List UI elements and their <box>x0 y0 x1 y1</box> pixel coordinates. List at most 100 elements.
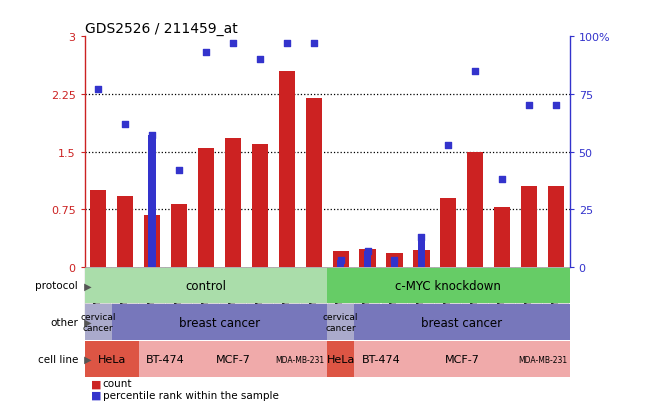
Bar <box>337 260 344 267</box>
Bar <box>327 268 570 303</box>
Point <box>470 69 480 75</box>
Text: ■: ■ <box>91 378 105 388</box>
Point <box>93 87 104 93</box>
Bar <box>327 342 354 377</box>
Bar <box>364 251 371 267</box>
FancyBboxPatch shape <box>112 268 138 326</box>
Point <box>363 248 373 254</box>
Bar <box>139 342 193 377</box>
Bar <box>279 72 295 267</box>
Text: ■: ■ <box>91 390 105 400</box>
FancyBboxPatch shape <box>327 268 353 326</box>
Text: cervical
cancer: cervical cancer <box>80 313 116 332</box>
Text: GSM136087: GSM136087 <box>255 270 264 316</box>
Bar <box>548 187 564 267</box>
Text: MCF-7: MCF-7 <box>215 354 250 364</box>
Text: GSM136084: GSM136084 <box>444 270 453 316</box>
FancyBboxPatch shape <box>220 268 246 326</box>
Text: HeLa: HeLa <box>326 354 355 364</box>
Bar <box>117 197 133 267</box>
Bar <box>354 305 570 340</box>
Point <box>335 257 346 263</box>
Text: GSM136098: GSM136098 <box>363 270 372 316</box>
Point <box>146 133 157 139</box>
Bar <box>198 148 214 267</box>
FancyBboxPatch shape <box>436 268 462 326</box>
Text: other: other <box>50 318 78 328</box>
Point <box>281 41 292 47</box>
Bar <box>327 305 354 340</box>
Text: GDS2526 / 211459_at: GDS2526 / 211459_at <box>85 22 238 36</box>
Bar <box>85 268 327 303</box>
Text: GSM136083: GSM136083 <box>201 270 210 316</box>
Text: ▶: ▶ <box>81 354 92 364</box>
Bar <box>408 342 516 377</box>
FancyBboxPatch shape <box>408 268 434 326</box>
Text: GSM136081: GSM136081 <box>174 270 184 316</box>
FancyBboxPatch shape <box>247 268 273 326</box>
Bar <box>171 204 187 267</box>
Text: GSM136085: GSM136085 <box>229 270 238 316</box>
Point <box>120 121 130 128</box>
Bar <box>516 342 570 377</box>
Text: GSM136089: GSM136089 <box>283 270 291 316</box>
Bar <box>225 138 241 267</box>
Bar <box>148 136 156 267</box>
Bar <box>359 249 376 267</box>
Text: GSM136096: GSM136096 <box>336 270 345 316</box>
Text: GSM136090: GSM136090 <box>525 270 534 316</box>
Text: GSM136091: GSM136091 <box>309 270 318 316</box>
Point <box>174 167 184 174</box>
Text: GSM136079: GSM136079 <box>148 270 156 316</box>
Bar <box>252 145 268 267</box>
FancyBboxPatch shape <box>543 268 569 326</box>
Bar <box>521 187 537 267</box>
Text: protocol: protocol <box>35 280 78 291</box>
FancyBboxPatch shape <box>490 268 515 326</box>
Text: MDA-MB-231: MDA-MB-231 <box>275 355 325 364</box>
FancyBboxPatch shape <box>516 268 542 326</box>
Bar <box>193 342 273 377</box>
Bar <box>111 305 327 340</box>
Bar <box>90 190 106 267</box>
Bar <box>305 99 322 267</box>
Text: MDA-MB-231: MDA-MB-231 <box>518 355 567 364</box>
Text: ▶: ▶ <box>81 318 92 328</box>
Text: c-MYC knockdown: c-MYC knockdown <box>395 279 501 292</box>
Bar <box>467 152 484 267</box>
Text: percentile rank within the sample: percentile rank within the sample <box>103 390 279 400</box>
Bar <box>273 342 327 377</box>
Text: breast cancer: breast cancer <box>179 316 260 329</box>
Bar <box>85 342 139 377</box>
Point <box>309 41 319 47</box>
Point <box>416 234 426 241</box>
Text: GSM136080: GSM136080 <box>390 270 399 316</box>
Point <box>497 176 508 183</box>
FancyBboxPatch shape <box>85 268 111 326</box>
Bar <box>391 260 398 267</box>
FancyBboxPatch shape <box>166 268 192 326</box>
FancyBboxPatch shape <box>355 268 380 326</box>
FancyBboxPatch shape <box>139 268 165 326</box>
Bar <box>333 252 349 267</box>
Point <box>255 57 265 64</box>
Bar <box>413 250 430 267</box>
Bar <box>354 342 408 377</box>
Text: BT-474: BT-474 <box>146 354 185 364</box>
Text: HeLa: HeLa <box>98 354 126 364</box>
FancyBboxPatch shape <box>381 268 408 326</box>
Bar <box>440 198 456 267</box>
Text: GSM136086: GSM136086 <box>471 270 480 316</box>
Bar <box>418 237 425 267</box>
Text: GSM136088: GSM136088 <box>498 270 506 316</box>
Point <box>389 257 400 263</box>
Text: ▶: ▶ <box>81 280 92 291</box>
Text: GSM136095: GSM136095 <box>94 270 103 316</box>
Bar <box>85 305 111 340</box>
Bar <box>144 215 160 267</box>
Bar <box>387 254 402 267</box>
Point <box>228 41 238 47</box>
Text: cell line: cell line <box>38 354 78 364</box>
Point <box>524 103 534 109</box>
FancyBboxPatch shape <box>274 268 299 326</box>
